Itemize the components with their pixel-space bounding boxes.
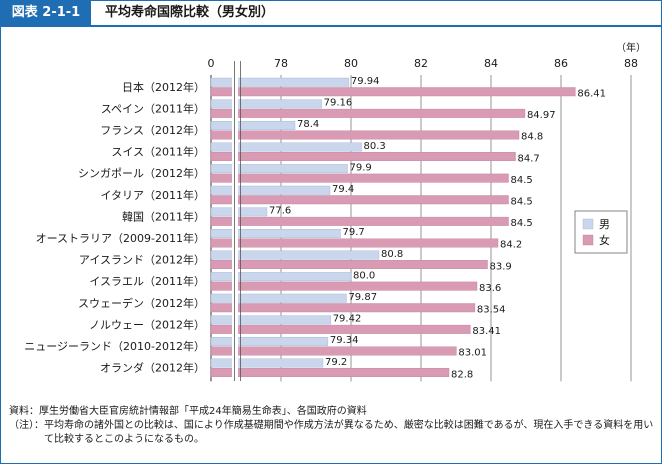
- category-label: アイスランド（2012年）: [79, 253, 205, 267]
- x-tick-label-84: 84: [484, 57, 498, 70]
- bar-male: [210, 315, 331, 325]
- bar-male: [210, 358, 324, 368]
- x-tick-label-88: 88: [624, 57, 638, 70]
- value-label-female: 82.8: [451, 369, 473, 380]
- value-label-male: 80.3: [364, 141, 386, 152]
- bar-male: [210, 99, 322, 109]
- bar-female: [210, 303, 476, 313]
- axis-break-band: [232, 61, 238, 386]
- value-label-female: 84.5: [511, 218, 533, 229]
- life-expectancy-chart: 0 78 80 82 84 86 88 （年） 日本（2012年） 79.94 86.41 スペイン（…: [24, 41, 645, 386]
- chart-area: 0 78 80 82 84 86 88 （年） 日本（2012年） 79.94 86.41 スペイン（…: [15, 33, 645, 395]
- value-label-male: 79.2: [325, 357, 347, 368]
- legend-swatch-male: [582, 218, 594, 230]
- value-label-female: 84.5: [511, 197, 533, 208]
- value-label-male: 80.0: [353, 270, 375, 281]
- bar-male: [210, 77, 350, 87]
- x-tick-label-78: 78: [274, 57, 288, 70]
- bar-male: [210, 142, 362, 152]
- bar-female: [210, 108, 526, 118]
- x-tick-label-82: 82: [414, 57, 428, 70]
- bar-female: [210, 216, 509, 226]
- category-label: スペイン（2011年）: [101, 101, 205, 115]
- value-label-male: 79.7: [343, 227, 365, 238]
- bar-female: [210, 346, 457, 356]
- figure-header: 図表 2-1-1 平均寿命国際比較（男女別）: [1, 1, 661, 27]
- source-note-text: 厚生労働省大臣官房統計情報部「平成24年簡易生命表」、各国政府の資料: [39, 406, 367, 417]
- bar-male: [210, 250, 380, 260]
- x-tick-label-80: 80: [344, 57, 358, 70]
- category-label: イスラエル（2011年）: [89, 274, 205, 288]
- value-label-male: 80.8: [381, 249, 403, 260]
- source-note: 資料： 厚生労働省大臣官房統計情報部「平成24年簡易生命表」、各国政府の資料: [9, 405, 655, 419]
- category-label: ニュージーランド（2010-2012年）: [24, 339, 205, 353]
- value-label-male: 79.4: [332, 184, 354, 195]
- value-label-male: 79.16: [324, 98, 353, 109]
- value-label-female: 83.01: [458, 348, 487, 359]
- source-note-label: 資料：: [9, 406, 39, 417]
- remark-note-text: 平均寿命の諸外国との比較は、国により作成基礎期間や作成方法が異なるため、厳密な比…: [44, 420, 654, 445]
- value-label-male: 78.4: [297, 119, 319, 130]
- legend-label-male: 男: [599, 218, 610, 231]
- category-label: オーストラリア（2009-2011年）: [36, 231, 205, 245]
- category-label: オランダ（2012年）: [100, 361, 205, 375]
- bar-female: [210, 195, 509, 205]
- category-label: スウェーデン（2012年）: [78, 296, 205, 310]
- value-label-female: 83.54: [477, 305, 506, 316]
- x-tick-label-0: 0: [208, 57, 215, 70]
- value-label-female: 84.97: [527, 110, 556, 121]
- legend-box: [574, 210, 628, 254]
- legend-label-female: 女: [599, 233, 610, 247]
- notes: 資料： 厚生労働省大臣官房統計情報部「平成24年簡易生命表」、各国政府の資料 （…: [9, 405, 655, 447]
- value-label-male: 79.42: [333, 314, 362, 325]
- bar-female: [210, 368, 450, 377]
- bar-male: [210, 185, 331, 195]
- value-label-male: 79.94: [351, 76, 380, 87]
- value-label-female: 86.41: [577, 89, 606, 100]
- figure-title: 平均寿命国際比較（男女別）: [105, 5, 275, 20]
- value-label-male: 77.6: [269, 206, 291, 217]
- bar-male: [210, 207, 268, 217]
- remark-note: （注）： 平均寿命の諸外国との比較は、国により作成基礎期間や作成方法が異なるため…: [9, 419, 655, 447]
- bar-male: [210, 272, 352, 282]
- bar-female: [210, 238, 499, 248]
- value-label-female: 84.7: [518, 153, 540, 164]
- figure-label: 図表 2-1-1: [1, 1, 91, 25]
- bar-male: [210, 120, 296, 130]
- bar-female: [210, 281, 478, 291]
- bar-male: [210, 337, 329, 346]
- category-label: 日本（2012年）: [122, 80, 205, 94]
- bar-female: [210, 260, 488, 270]
- bar-male: [210, 228, 341, 238]
- value-label-female: 84.2: [500, 240, 522, 251]
- legend-swatch-female: [582, 234, 594, 246]
- x-tick-label-86: 86: [554, 57, 568, 70]
- bar-male: [210, 164, 348, 174]
- category-label: フランス（2012年）: [100, 123, 205, 137]
- category-label: スイス（2011年）: [111, 145, 205, 159]
- value-label-female: 84.5: [511, 175, 533, 186]
- remark-note-label: （注）：: [9, 420, 44, 431]
- value-label-female: 83.41: [472, 326, 501, 337]
- category-label: 韓国（2011年）: [122, 209, 205, 223]
- value-label-male: 79.87: [348, 292, 377, 303]
- x-unit-label: （年）: [616, 41, 645, 54]
- value-label-female: 84.8: [521, 132, 543, 143]
- category-label: シンガポール（2012年）: [78, 166, 205, 180]
- value-label-female: 83.6: [479, 283, 501, 294]
- bar-female: [210, 87, 576, 97]
- bar-female: [210, 130, 520, 140]
- value-label-female: 83.9: [490, 261, 512, 272]
- value-label-male: 79.9: [350, 162, 372, 173]
- bar-male: [210, 293, 347, 303]
- bar-female: [210, 324, 471, 334]
- category-label: ノルウェー（2012年）: [89, 317, 205, 331]
- value-label-male: 79.34: [330, 335, 359, 346]
- category-label: イタリア（2011年）: [100, 188, 205, 202]
- bar-female: [210, 173, 509, 183]
- bar-female: [210, 152, 516, 162]
